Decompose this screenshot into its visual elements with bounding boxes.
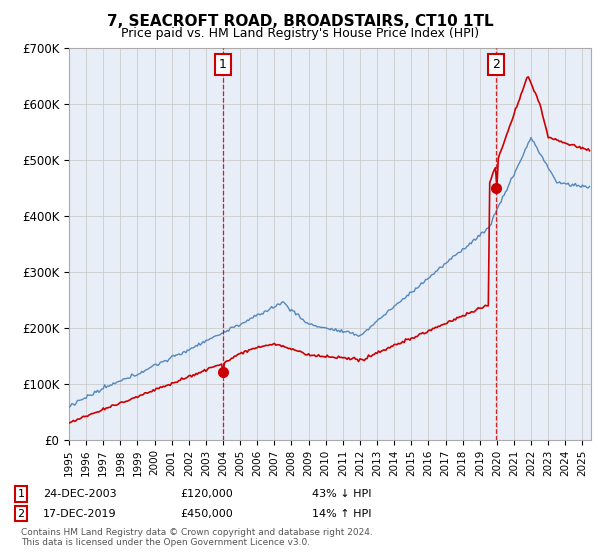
Text: 1: 1: [17, 489, 25, 499]
Text: 2: 2: [492, 58, 500, 71]
Text: Price paid vs. HM Land Registry's House Price Index (HPI): Price paid vs. HM Land Registry's House …: [121, 27, 479, 40]
Text: 43% ↓ HPI: 43% ↓ HPI: [312, 489, 371, 499]
Text: 7, SEACROFT ROAD, BROADSTAIRS, CT10 1TL: 7, SEACROFT ROAD, BROADSTAIRS, CT10 1TL: [107, 14, 493, 29]
Text: 1: 1: [219, 58, 227, 71]
Text: £450,000: £450,000: [180, 508, 233, 519]
Text: £120,000: £120,000: [180, 489, 233, 499]
Text: Contains HM Land Registry data © Crown copyright and database right 2024.
This d: Contains HM Land Registry data © Crown c…: [21, 528, 373, 547]
Text: 2: 2: [17, 508, 25, 519]
Text: 17-DEC-2019: 17-DEC-2019: [43, 508, 117, 519]
Text: 24-DEC-2003: 24-DEC-2003: [43, 489, 117, 499]
Text: 14% ↑ HPI: 14% ↑ HPI: [312, 508, 371, 519]
